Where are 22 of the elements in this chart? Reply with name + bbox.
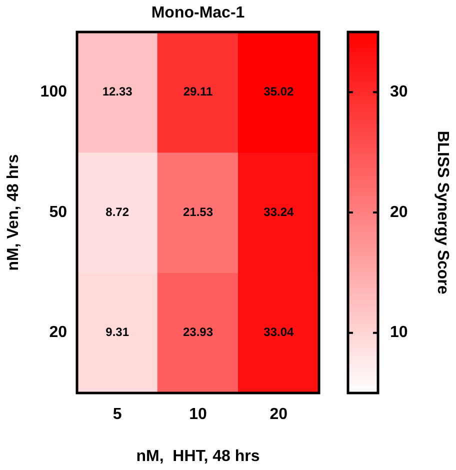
color-bar-label: 10 xyxy=(390,324,408,342)
y-tick-label: 100 xyxy=(40,84,68,101)
y-axis-title: nM, Ven, 48 hrs xyxy=(5,154,22,271)
data-label: 35.02 xyxy=(264,84,294,98)
y-tick-label: 50 xyxy=(49,204,68,221)
color-bar-label: 30 xyxy=(390,84,408,101)
color-bar-label: 20 xyxy=(390,204,408,221)
x-tick-label: 10 xyxy=(189,406,207,424)
y-tick-label: 20 xyxy=(49,324,68,342)
data-label: 29.11 xyxy=(183,84,214,98)
data-label: 33.24 xyxy=(264,204,294,219)
data-label: 23.93 xyxy=(182,325,214,340)
color-bar-title: BLISS Synergy Score xyxy=(434,130,451,294)
data-label: 8.72 xyxy=(106,204,130,219)
x-tick-label: 5 xyxy=(112,406,122,424)
x-axis-title: nM, HHT, 48 hrs xyxy=(136,448,260,465)
chart-title: Mono-Mac-1 xyxy=(151,4,245,22)
data-label: 9.31 xyxy=(106,325,130,340)
data-label: 21.53 xyxy=(182,204,214,219)
data-label: 12.33 xyxy=(102,84,133,98)
x-tick-label: 20 xyxy=(270,406,288,424)
data-label: 33.04 xyxy=(264,325,294,340)
